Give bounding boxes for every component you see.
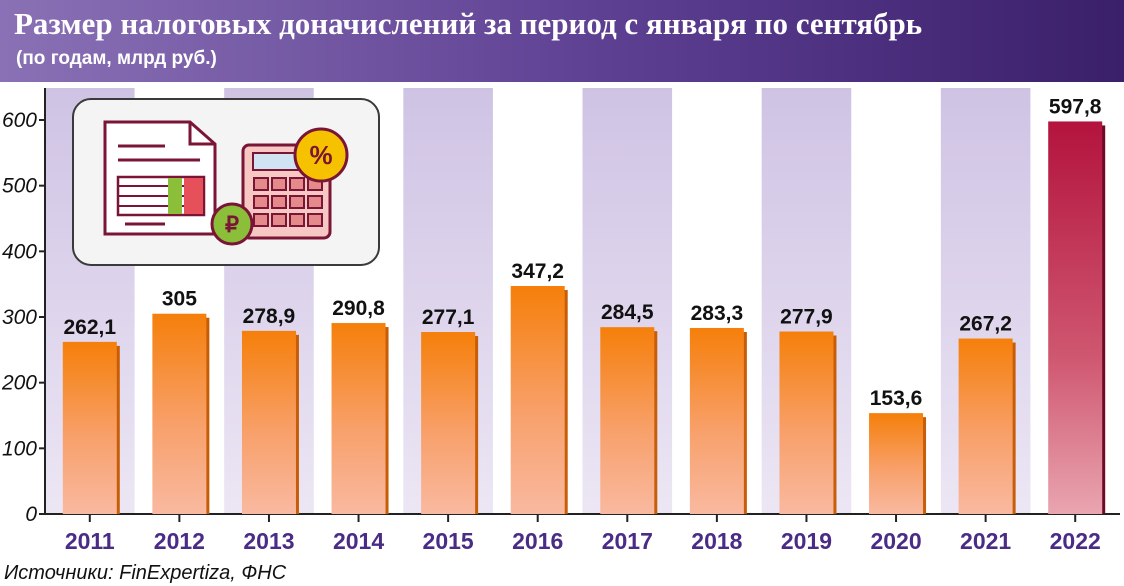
- bar-shade: [831, 335, 837, 514]
- x-tick-label-2020: 2020: [870, 528, 921, 554]
- header-banner: Размер налоговых доначислений за период …: [0, 0, 1124, 82]
- bar-2013: [241, 330, 296, 514]
- chart-area: 0 100 200 300 400 500 600 262,1 305 278,9 290,8 27…: [0, 82, 1124, 562]
- y-tick-label: 100: [2, 437, 37, 460]
- x-tick-label-2018: 2018: [691, 528, 742, 554]
- percent-symbol: %: [309, 140, 332, 170]
- bar-2016: [510, 286, 565, 514]
- x-tick-label-2013: 2013: [243, 528, 294, 554]
- value-label-2019: 277,9: [780, 306, 833, 329]
- bar-2021: [958, 338, 1013, 514]
- x-tick-label-2015: 2015: [423, 528, 474, 554]
- value-label-2022: 597,8: [1049, 95, 1102, 118]
- bar-shade: [204, 317, 210, 514]
- bar-2019: [779, 331, 834, 514]
- value-label-2020: 153,6: [870, 387, 923, 410]
- bar-shade: [741, 331, 747, 514]
- bar-2012: [152, 313, 207, 514]
- y-axis: 0 100 200 300 400 500 600: [1, 88, 1120, 526]
- value-label-2014: 290,8: [332, 297, 385, 320]
- x-tick-label-2022: 2022: [1050, 528, 1101, 554]
- x-tick-label-2017: 2017: [602, 528, 653, 554]
- value-labels: 262,1 305 278,9 290,8 277,1 347,2 284,5 283,3 27…: [64, 95, 1102, 410]
- value-label-2013: 278,9: [243, 305, 296, 328]
- chart-subtitle: (по годам, млрд руб.): [16, 48, 217, 69]
- x-tick-label-2012: 2012: [154, 528, 205, 554]
- bar-shade: [293, 334, 299, 514]
- value-label-2012: 305: [162, 288, 197, 311]
- y-tick-label: 0: [25, 503, 37, 526]
- bar-2018: [689, 327, 744, 514]
- bars: [62, 121, 1106, 514]
- bar-shade: [114, 345, 120, 514]
- bar-2022: [1048, 121, 1103, 514]
- bar-chart: 0 100 200 300 400 500 600 262,1 305 278,9 290,8 27…: [1, 88, 1120, 554]
- value-label-2021: 267,2: [959, 313, 1012, 336]
- x-axis: 2011 2012 2013 2014 2015 2016 2017 2018 2019 2020…: [65, 514, 1101, 554]
- y-tick-label: 500: [2, 175, 37, 198]
- value-label-2016: 347,2: [511, 260, 564, 283]
- percent-icon: %: [293, 127, 349, 183]
- tax-illustration: % ₽: [72, 98, 380, 266]
- x-tick-label-2019: 2019: [781, 528, 832, 554]
- bar-shade: [1010, 342, 1016, 514]
- document-icon: [103, 120, 217, 236]
- bar-shade: [1100, 125, 1106, 514]
- bar-shade: [473, 336, 479, 514]
- value-label-2011: 262,1: [64, 316, 117, 339]
- bar-shade: [383, 327, 389, 514]
- y-tick-label: 400: [2, 240, 37, 263]
- bar-2020: [869, 413, 924, 514]
- x-tick-label-2016: 2016: [512, 528, 563, 554]
- bar-shade: [921, 417, 927, 514]
- value-label-2015: 277,1: [422, 306, 475, 329]
- bar-shade: [652, 331, 658, 514]
- bar-shade: [562, 290, 568, 514]
- y-tick-label: 200: [1, 372, 37, 395]
- bar-2015: [421, 332, 476, 514]
- value-label-2018: 283,3: [691, 302, 744, 325]
- x-tick-label-2021: 2021: [960, 528, 1011, 554]
- ruble-icon: ₽: [210, 202, 254, 246]
- x-tick-label-2014: 2014: [333, 528, 384, 554]
- bar-2011: [62, 341, 117, 514]
- y-tick-label: 600: [2, 109, 37, 132]
- source-note: Источники: FinExpertiza, ФНС: [4, 562, 287, 584]
- bar-2017: [600, 327, 655, 514]
- ruble-symbol: ₽: [225, 212, 239, 237]
- bar-2014: [331, 323, 386, 514]
- value-label-2017: 284,5: [601, 301, 654, 324]
- x-tick-label-2011: 2011: [65, 528, 115, 554]
- chart-title: Размер налоговых доначислений за период …: [14, 6, 923, 41]
- y-tick-label: 300: [2, 306, 37, 329]
